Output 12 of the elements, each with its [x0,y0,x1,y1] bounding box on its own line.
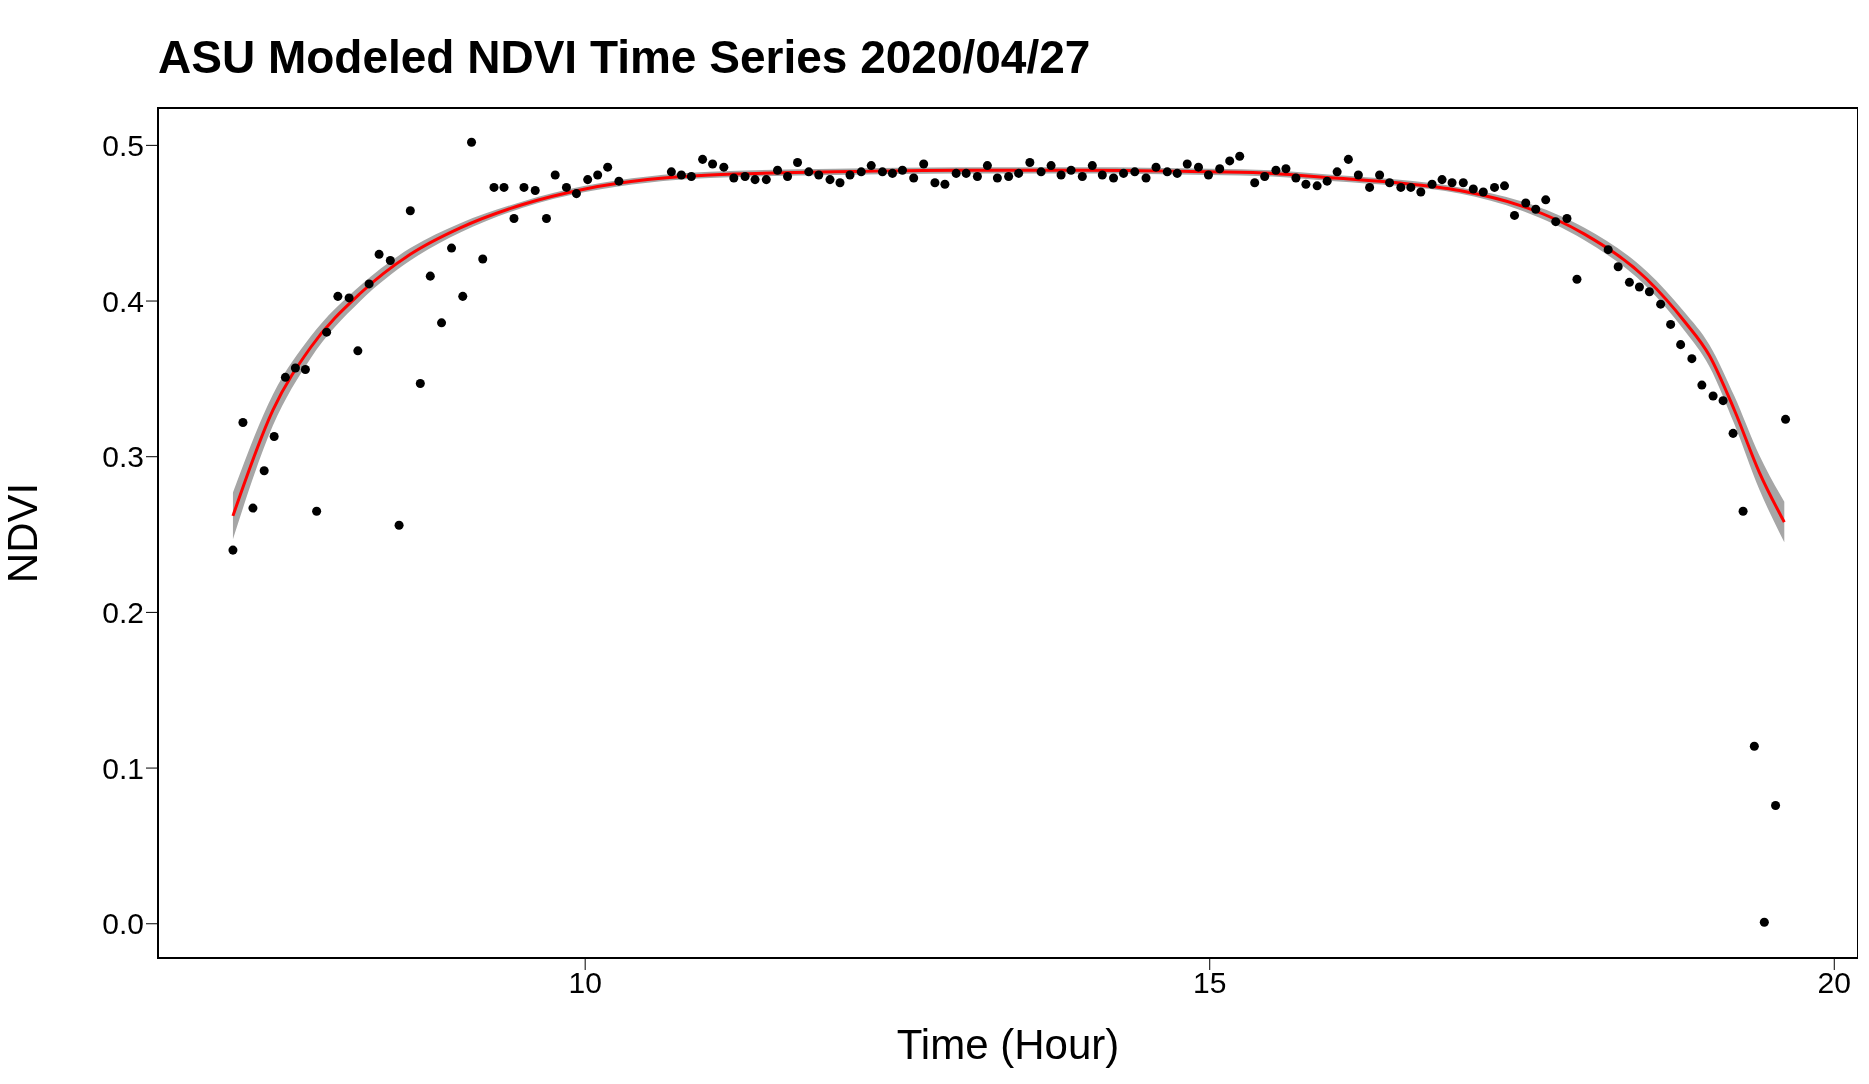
y-tick-label: 0.1 [102,751,144,785]
y-tick-label: 0.4 [102,284,144,318]
y-tick-label: 0.5 [102,129,144,163]
x-tick-label: 15 [1193,966,1227,1000]
x-tick-label: 20 [1817,966,1851,1000]
x-axis-title: Time (Hour) [896,1021,1120,1068]
y-tick-label: 0.2 [102,596,144,630]
chart-title: ASU Modeled NDVI Time Series 2020/04/27 [158,30,1091,84]
y-tick-label: 0.3 [102,440,144,474]
x-tick-label: 10 [568,966,602,1000]
y-tick-label: 0.0 [102,907,144,941]
y-axis-title: NDVI [0,482,46,584]
